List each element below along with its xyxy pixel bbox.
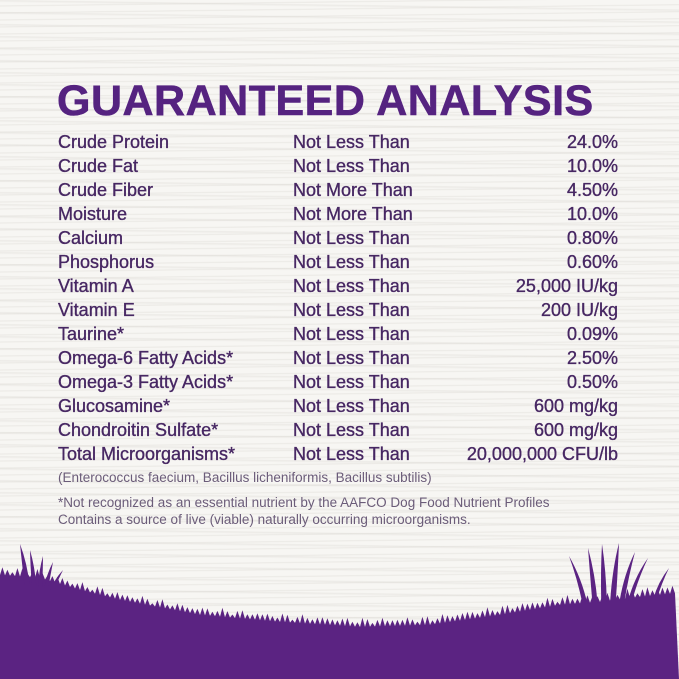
nutrient-name: Omega-6 Fatty Acids* xyxy=(58,347,234,368)
comparison: Not Less Than xyxy=(293,443,410,464)
comparison: Not Less Than xyxy=(293,131,410,152)
comparison: Not Less Than xyxy=(293,371,410,392)
table-row: Crude Fiber Not More Than 4.50% xyxy=(58,178,618,202)
grass-blade xyxy=(30,550,37,585)
value: 0.09% xyxy=(566,323,618,344)
comparison: Not Less Than xyxy=(293,227,410,248)
grass-silhouette xyxy=(0,543,679,679)
footnote-line-1: *Not recognized as an essential nutrient… xyxy=(58,495,550,510)
grass-blade xyxy=(619,552,635,601)
value: 10.0% xyxy=(566,203,618,224)
comparison: Not Less Than xyxy=(293,299,410,320)
nutrient-name: Vitamin A xyxy=(58,275,134,296)
comparison: Not More Than xyxy=(293,203,413,224)
grass-blade xyxy=(653,568,669,599)
footnote-line-2: Contains a source of live (viable) natur… xyxy=(58,511,471,527)
table-row: Vitamin E Not Less Than 200 IU/kg xyxy=(58,298,618,322)
table-row: Vitamin A Not Less Than 25,000 IU/kg xyxy=(58,274,618,298)
analysis-table: Crude Protein Not Less Than 24.0% Crude Fat… xyxy=(58,130,618,466)
nutrient-name: Vitamin E xyxy=(58,299,135,320)
comparison: Not More Than xyxy=(293,179,413,200)
table-row: Omega-6 Fatty Acids* Not Less Than 2.50% xyxy=(58,346,618,370)
value: 2.50% xyxy=(566,347,618,368)
nutrient-name: Crude Protein xyxy=(58,131,170,152)
microorganisms-note: (Enterococcus faecium, Bacillus lichenif… xyxy=(58,470,432,485)
value: 20,000,000 CFU/lb xyxy=(466,443,618,464)
nutrient-name: Phosphorus xyxy=(58,251,155,272)
comparison: Not Less Than xyxy=(293,155,410,176)
value: 0.60% xyxy=(566,251,618,272)
nutrient-name: Moisture xyxy=(58,203,128,224)
nutrient-name: Taurine* xyxy=(58,323,125,344)
page-title: GUARANTEED ANALYSIS xyxy=(57,76,594,125)
aafco-footnote: *Not recognized as an essential nutrient… xyxy=(58,495,550,528)
nutrient-name: Calcium xyxy=(58,227,124,248)
comparison: Not Less Than xyxy=(293,395,410,416)
table-row: Crude Fat Not Less Than 10.0% xyxy=(58,154,618,178)
table-row: Crude Protein Not Less Than 24.0% xyxy=(58,130,618,154)
grass-blade xyxy=(20,544,30,585)
table-row: Omega-3 Fatty Acids* Not Less Than 0.50% xyxy=(58,370,618,394)
value: 200 IU/kg xyxy=(540,299,618,320)
comparison: Not Less Than xyxy=(293,251,410,272)
comparison: Not Less Than xyxy=(293,419,410,440)
grass-hill xyxy=(0,567,679,679)
grass-blade xyxy=(569,556,588,604)
nutrient-name: Crude Fiber xyxy=(58,179,154,200)
nutrient-name: Glucosamine* xyxy=(58,395,171,416)
comparison: Not Less Than xyxy=(293,275,410,296)
value: 600 mg/kg xyxy=(533,419,618,440)
nutrient-name: Omega-3 Fatty Acids* xyxy=(58,371,234,392)
value: 24.0% xyxy=(566,131,618,152)
comparison: Not Less Than xyxy=(293,323,410,344)
grass-blade xyxy=(38,556,43,587)
nutrient-name: Chondroitin Sulfate* xyxy=(58,419,219,440)
grass-blade xyxy=(610,543,619,601)
value: 0.50% xyxy=(566,371,618,392)
table-row: Taurine* Not Less Than 0.09% xyxy=(58,322,618,346)
grass-blade xyxy=(44,562,53,589)
nutrient-name: Total Microorganisms* xyxy=(58,443,236,464)
value: 10.0% xyxy=(566,155,618,176)
table-row: Glucosamine* Not Less Than 600 mg/kg xyxy=(58,394,618,418)
grass-blade xyxy=(50,570,63,591)
table-row: Chondroitin Sulfate* Not Less Than 600 mg/… xyxy=(58,418,618,442)
value: 600 mg/kg xyxy=(533,395,618,416)
grass-blade xyxy=(588,548,598,603)
nutrient-name: Crude Fat xyxy=(58,155,139,176)
value: 25,000 IU/kg xyxy=(515,275,618,296)
value: 4.50% xyxy=(566,179,618,200)
table-row: Calcium Not Less Than 0.80% xyxy=(58,226,618,250)
table-row: Moisture Not More Than 10.0% xyxy=(58,202,618,226)
table-row: Total Microorganisms* Not Less Than 20,000… xyxy=(58,442,618,466)
comparison: Not Less Than xyxy=(293,347,410,368)
table-row: Phosphorus Not Less Than 0.60% xyxy=(58,250,618,274)
value: 0.80% xyxy=(566,227,618,248)
grass-blade xyxy=(600,544,607,602)
grass-blade xyxy=(628,558,648,601)
